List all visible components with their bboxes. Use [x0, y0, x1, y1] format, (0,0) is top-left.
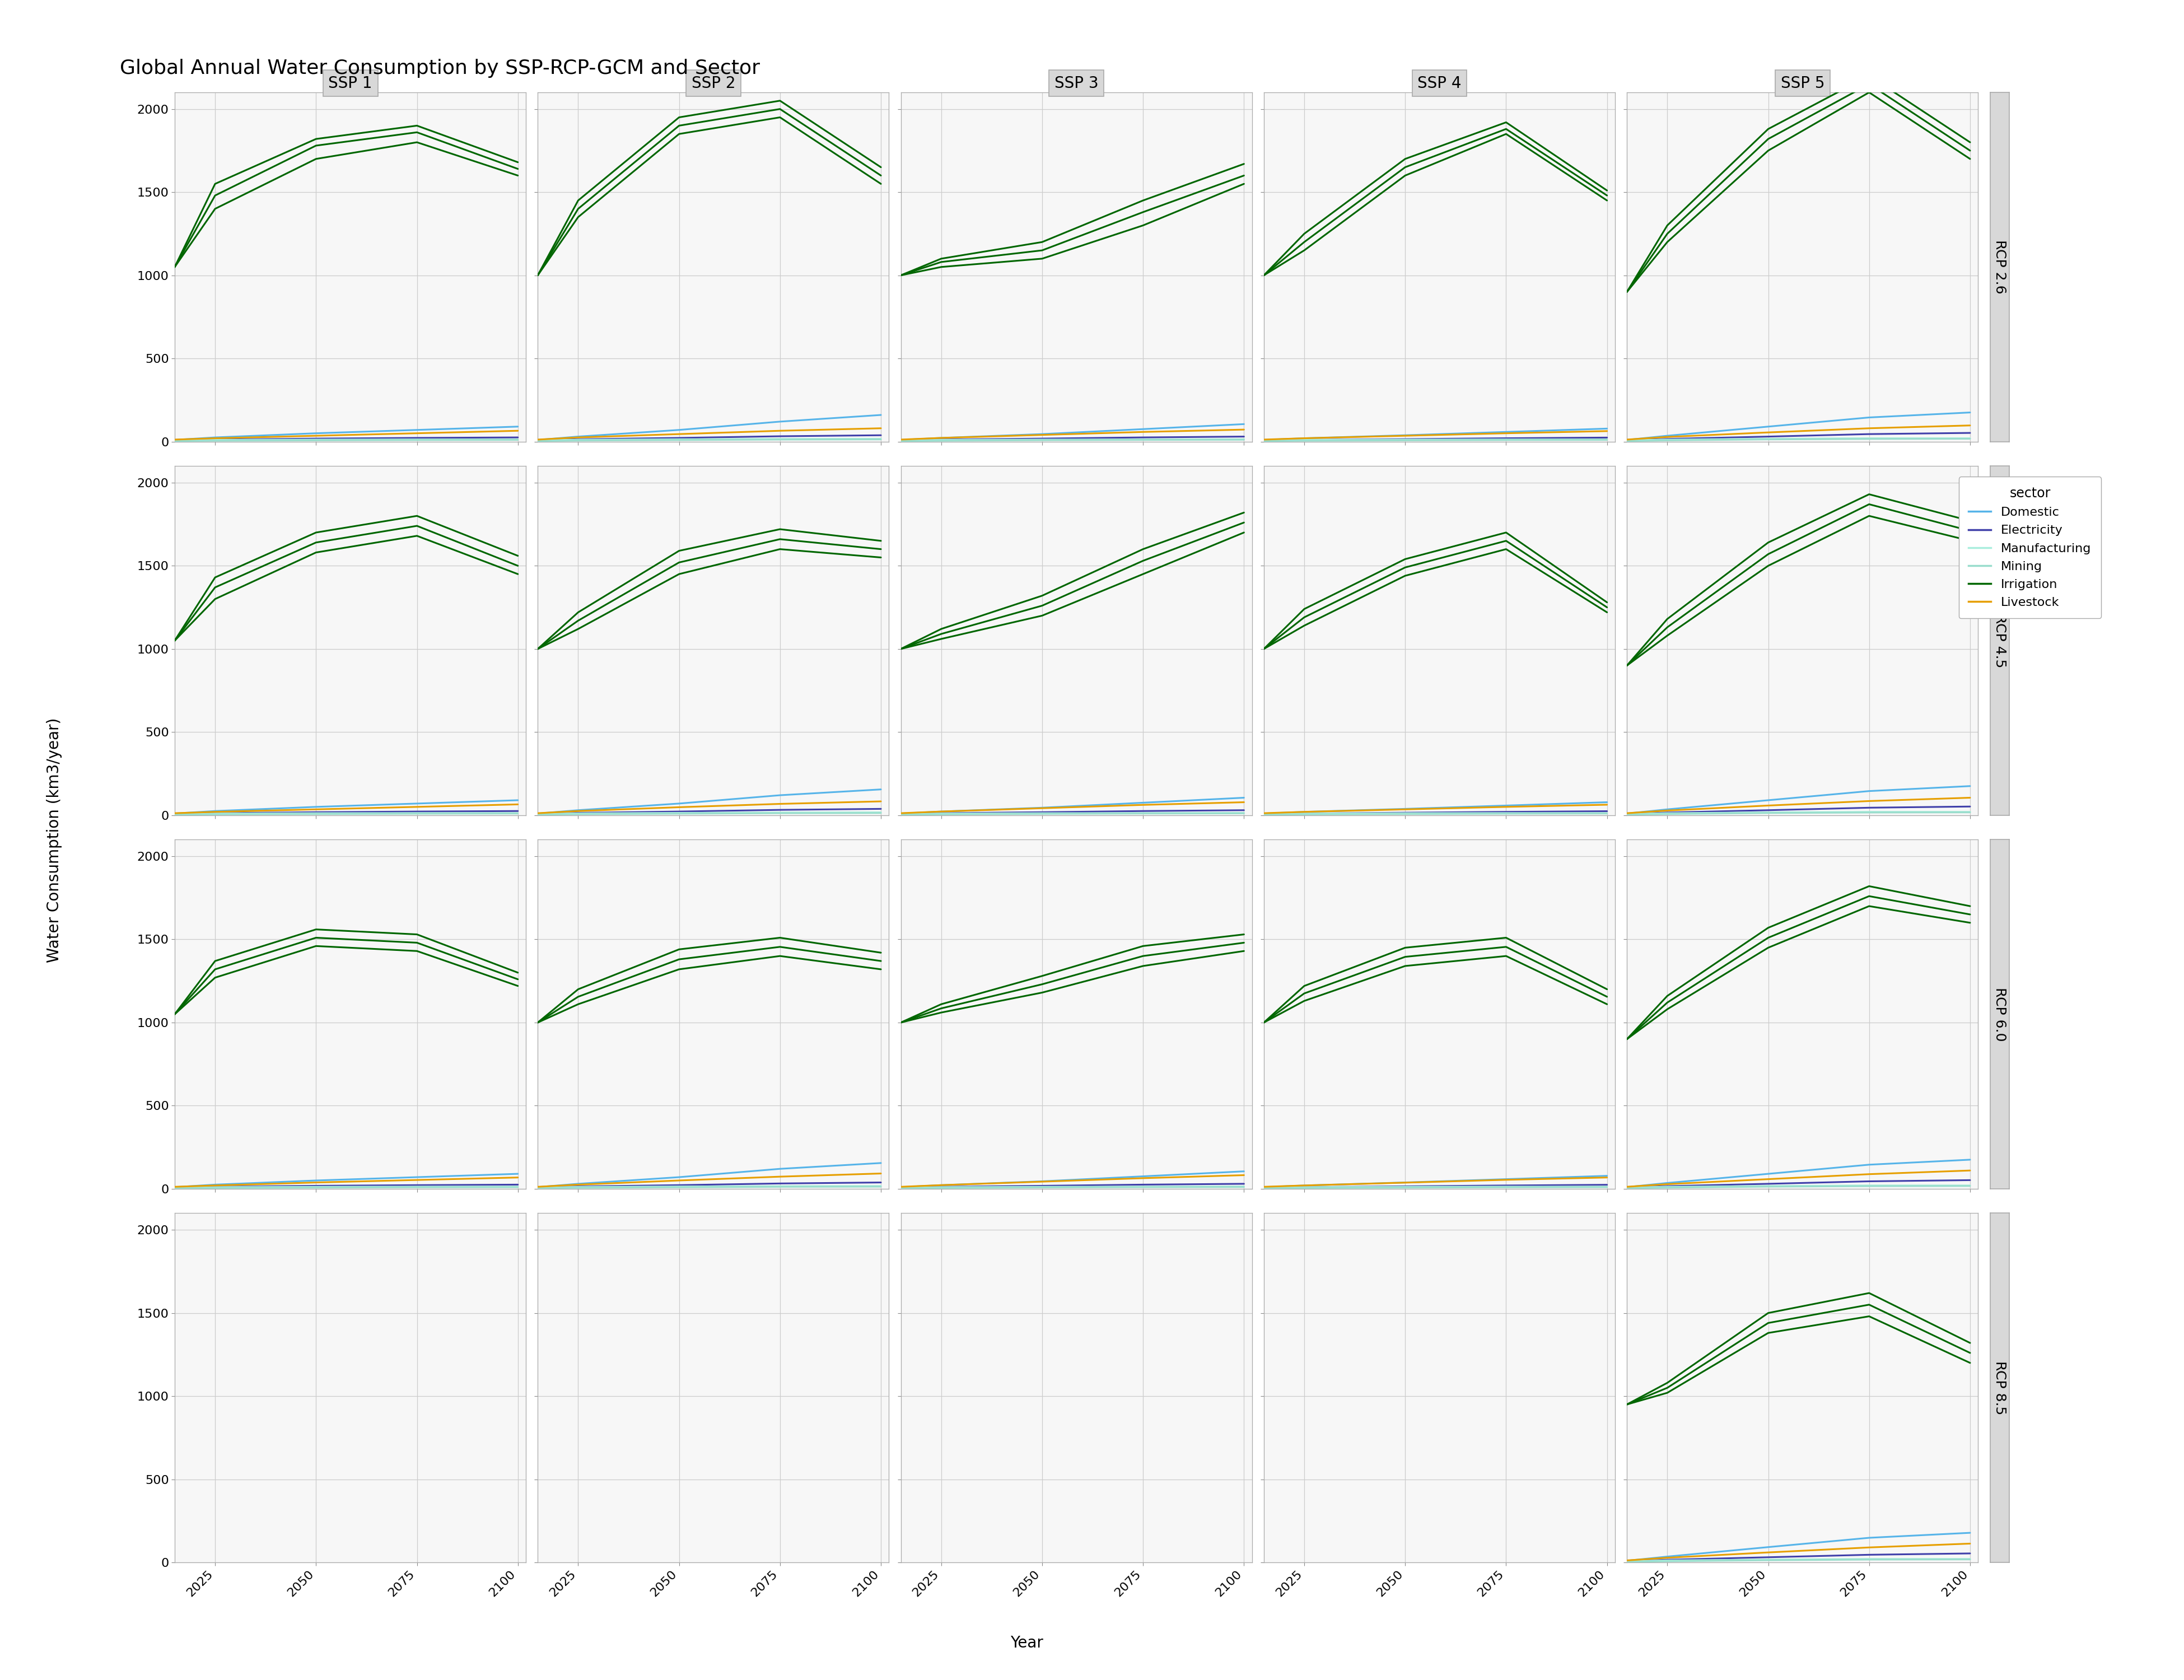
- Text: Year: Year: [1009, 1635, 1044, 1651]
- Title: SSP 2: SSP 2: [692, 76, 736, 91]
- Title: SSP 3: SSP 3: [1055, 76, 1099, 91]
- Text: RCP 8.5: RCP 8.5: [1994, 1361, 2007, 1415]
- Text: Water Consumption (km3/year): Water Consumption (km3/year): [46, 717, 63, 963]
- Title: SSP 4: SSP 4: [1417, 76, 1461, 91]
- Legend: Domestic, Electricity, Manufacturing, Mining, Irrigation, Livestock: Domestic, Electricity, Manufacturing, Mi…: [1959, 477, 2101, 618]
- Text: RCP 4.5: RCP 4.5: [1994, 613, 2007, 667]
- Title: SSP 1: SSP 1: [328, 76, 371, 91]
- Text: Global Annual Water Consumption by SSP-RCP-GCM and Sector: Global Annual Water Consumption by SSP-R…: [120, 59, 760, 77]
- Text: RCP 2.6: RCP 2.6: [1994, 240, 2007, 294]
- Title: SSP 5: SSP 5: [1780, 76, 1824, 91]
- Text: RCP 6.0: RCP 6.0: [1994, 988, 2007, 1042]
